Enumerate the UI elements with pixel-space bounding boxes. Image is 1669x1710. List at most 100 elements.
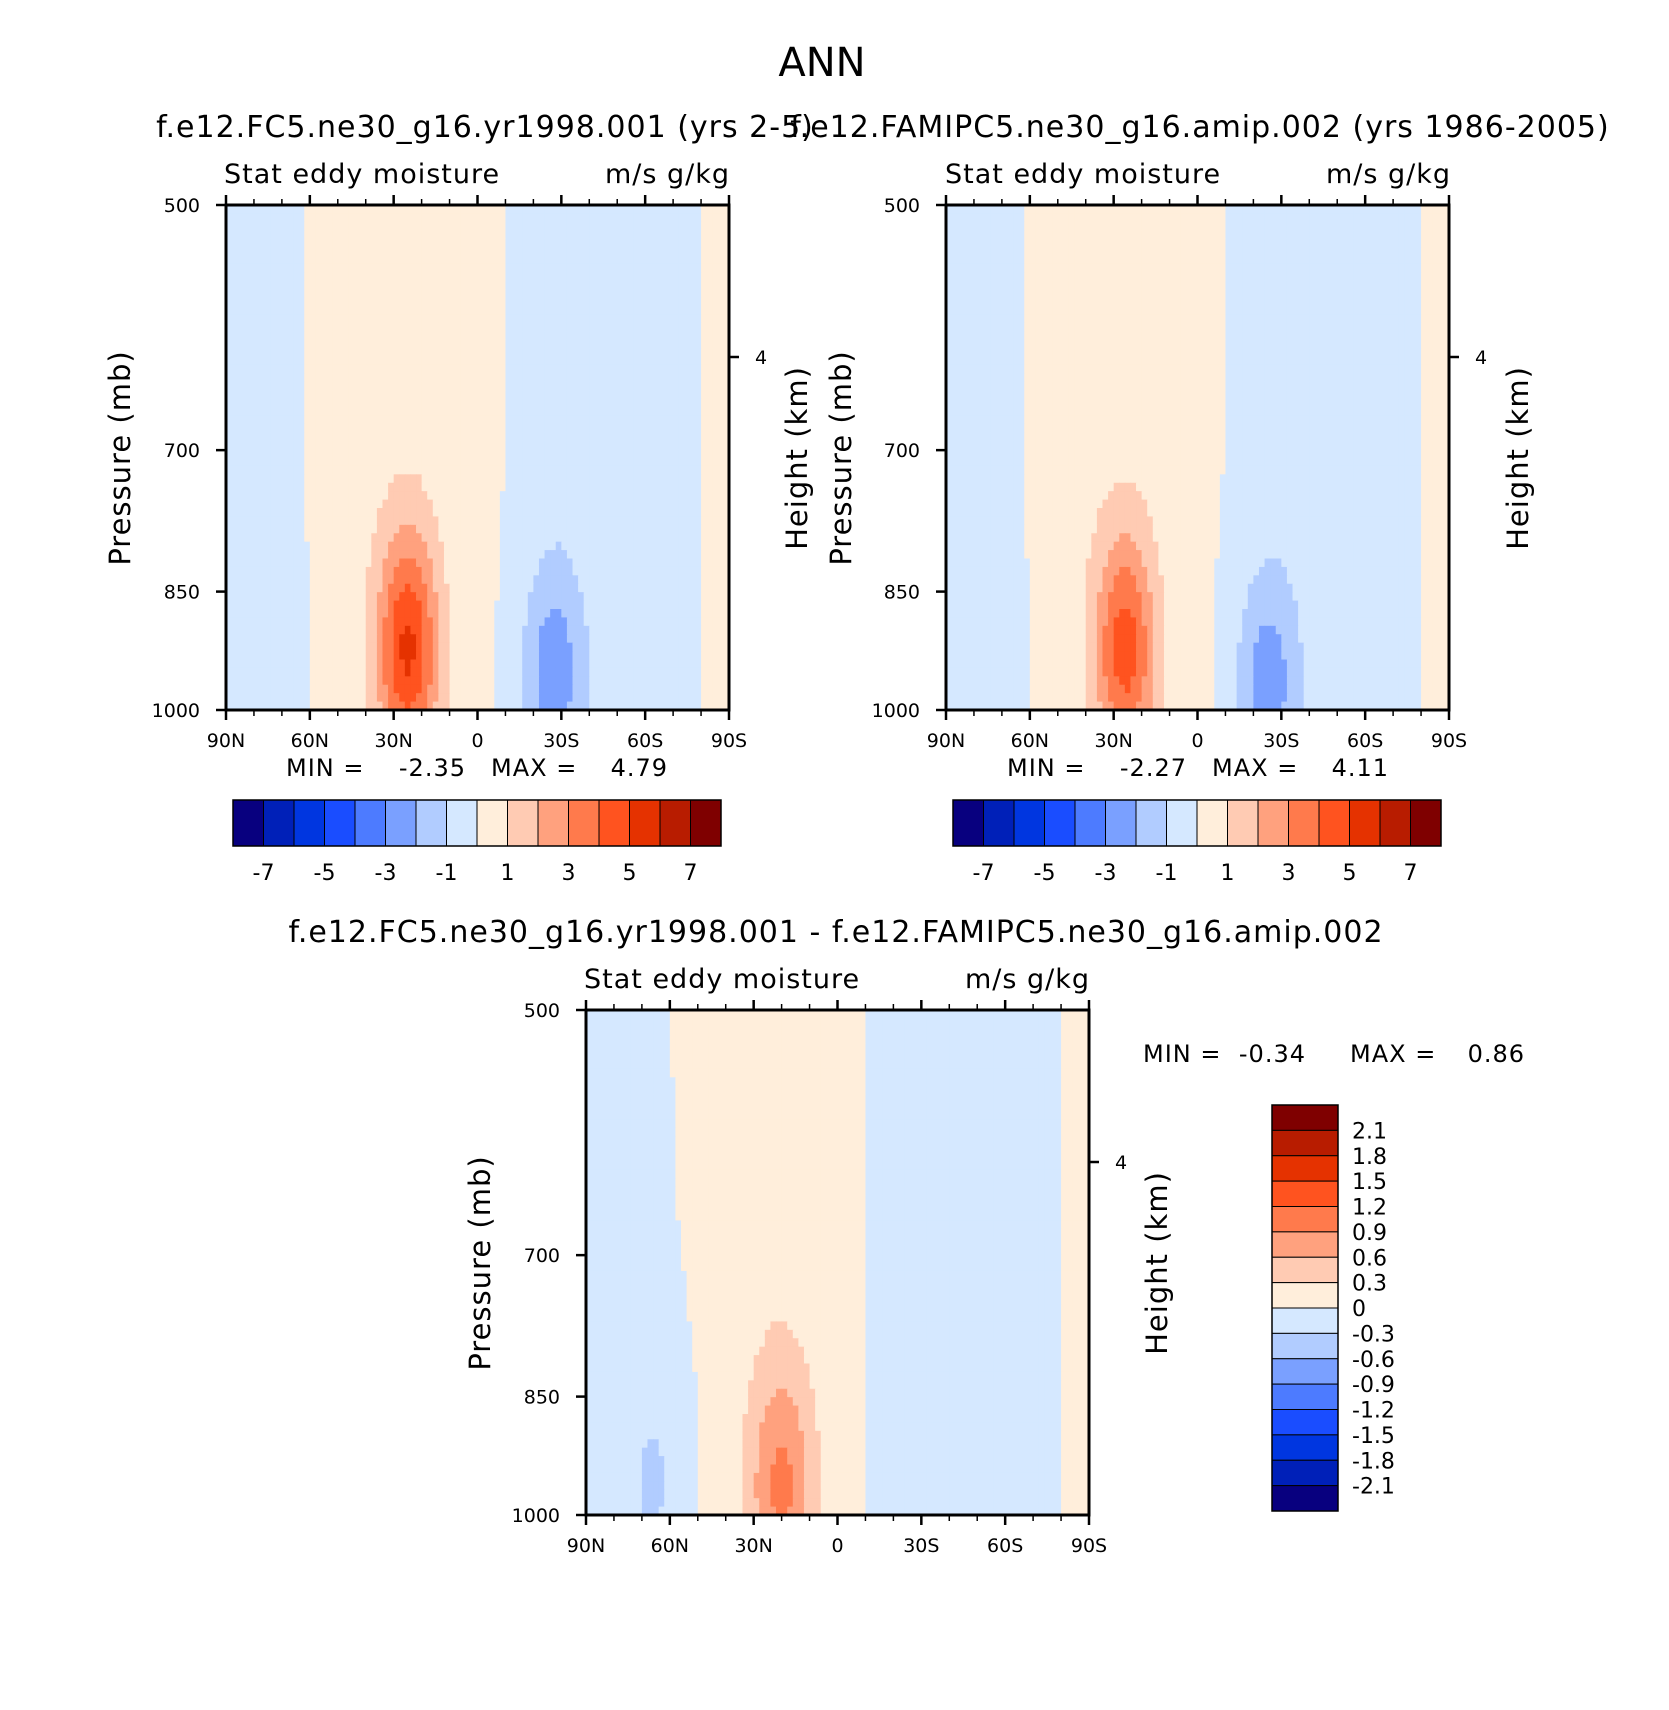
contour-cell (511, 432, 518, 442)
contour-cell (443, 491, 451, 501)
contour-cell (466, 339, 473, 349)
contour-cell (365, 634, 372, 644)
contour-cell (488, 465, 495, 475)
contour-cell (354, 457, 361, 467)
contour-cell (388, 432, 395, 442)
contour-cell (421, 364, 428, 374)
contour-cell (695, 205, 702, 215)
contour-cell (578, 474, 585, 484)
contour-cell (416, 289, 423, 299)
contour-cell (348, 238, 356, 248)
contour-cell (326, 533, 333, 543)
contour-cell (304, 600, 311, 610)
contour-cell (237, 306, 244, 316)
contour-cell (606, 583, 613, 593)
contour-cell (606, 541, 613, 551)
contour-cell (494, 592, 501, 602)
contour-cell (611, 407, 618, 417)
contour-cell (416, 423, 423, 433)
contour-cell (717, 238, 725, 248)
contour-cell (689, 592, 697, 602)
contour-cell (248, 221, 255, 231)
contour-cell (695, 575, 702, 585)
contour-cell (309, 205, 317, 215)
contour-cell (348, 423, 356, 433)
contour-cell (242, 238, 249, 248)
contour-cell (438, 592, 445, 602)
contour-cell (315, 667, 322, 677)
contour-cell (516, 508, 523, 518)
contour-cell (589, 617, 596, 627)
contour-cell (416, 491, 423, 501)
contour-cell (617, 356, 624, 366)
contour-cell (695, 423, 702, 433)
contour-cell (633, 516, 641, 526)
contour-cell (617, 289, 624, 299)
contour-cell (477, 289, 484, 299)
contour-cell (617, 617, 624, 627)
contour-cell (471, 508, 479, 518)
contour-cell (365, 541, 372, 551)
contour-cell (365, 306, 372, 316)
contour-cell (438, 423, 445, 433)
contour-cell (376, 457, 384, 467)
contour-cell (270, 449, 277, 459)
contour-cell (578, 205, 585, 215)
contour-cell (555, 609, 562, 619)
contour-cell (332, 575, 339, 585)
contour-cell (701, 533, 708, 543)
contour-cell (527, 482, 534, 492)
contour-cell (499, 381, 507, 391)
contour-cell (281, 432, 289, 442)
contour-cell (633, 482, 641, 492)
contour-cell (265, 415, 272, 425)
contour-cell (399, 230, 406, 240)
contour-cell (281, 524, 289, 534)
contour-cell (393, 348, 400, 358)
contour-cell (443, 449, 451, 459)
contour-cell (678, 238, 685, 248)
contour-cell (600, 524, 607, 534)
contour-cell (304, 651, 311, 661)
contour-cell (611, 390, 618, 400)
contour-cell (611, 297, 618, 307)
contour-cell (550, 255, 557, 265)
contour-cell (678, 533, 685, 543)
contour-cell (505, 263, 512, 273)
contour-cell (388, 465, 395, 475)
contour-cell (343, 306, 350, 316)
contour-cell (293, 474, 300, 484)
contour-cell (656, 659, 663, 669)
contour-cell (410, 541, 417, 551)
contour-cell (600, 634, 607, 644)
contour-cell (494, 205, 501, 215)
contour-cell (673, 499, 680, 509)
contour-cell (399, 625, 406, 635)
contour-cell (337, 667, 344, 677)
contour-cell (231, 230, 238, 240)
contour-cell (315, 583, 322, 593)
contour-cell (555, 423, 562, 433)
contour-cell (611, 381, 618, 391)
contour-cell (723, 415, 730, 425)
contour-cell (483, 642, 490, 652)
contour-cell (477, 238, 484, 248)
contour-cell (337, 449, 344, 459)
contour-cell (455, 230, 462, 240)
contour-cell (684, 651, 691, 661)
contour-cell (432, 667, 439, 677)
contour-cell (427, 600, 434, 610)
contour-cell (611, 634, 618, 644)
contour-cell (555, 238, 562, 248)
contour-cell (600, 314, 607, 324)
contour-cell (449, 550, 456, 560)
panel-1-title: f.e12.FC5.ne30_g16.yr1998.001 (yrs 2-5) (156, 110, 814, 145)
contour-cell (589, 575, 596, 585)
contour-cell (371, 516, 378, 526)
contour-cell (231, 592, 238, 602)
contour-cell (561, 566, 568, 576)
contour-cell (416, 449, 423, 459)
contour-cell (628, 381, 635, 391)
contour-cell (298, 322, 305, 332)
contour-cell (661, 238, 669, 248)
